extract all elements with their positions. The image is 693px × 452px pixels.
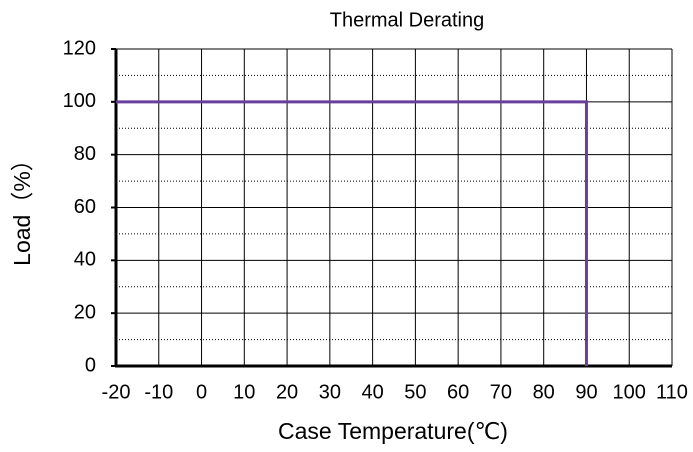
y-tick-label: 0 [85,354,96,376]
x-tick-label: -20 [102,381,131,403]
x-tick-label: 80 [533,381,555,403]
x-tick-label: 10 [233,381,255,403]
y-tick-label: 120 [63,37,96,59]
x-axis-label: Case Temperature(℃) [278,418,508,444]
x-tick-label: 90 [575,381,597,403]
chart-title: Thermal Derating [330,9,485,31]
y-tick-label: 60 [74,196,96,218]
x-tick-label: 0 [196,381,207,403]
y-tick-label: 100 [63,90,96,112]
x-tick-label: 40 [361,381,383,403]
x-tick-label: 50 [404,381,426,403]
x-tick-label: 70 [490,381,512,403]
x-tick-label: 100 [613,381,646,403]
y-tick-label: 80 [74,143,96,165]
y-axis-label: Load（%） [9,148,35,266]
line [116,100,588,366]
x-tick-label: 20 [276,381,298,403]
y-tick-label: 40 [74,249,96,271]
y-tick-label: 20 [74,301,96,323]
x-tick-label: -10 [144,381,173,403]
x-tick-label: 110 [656,381,688,403]
x-tick-label: 60 [447,381,469,403]
x-tick-label: 30 [319,381,341,403]
